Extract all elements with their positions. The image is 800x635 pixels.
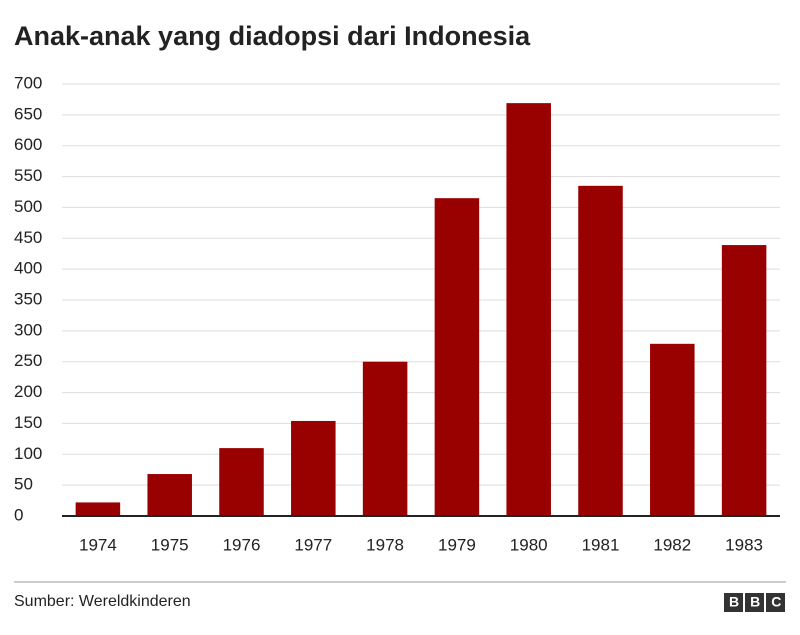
y-tick-label: 0 bbox=[14, 505, 23, 524]
y-tick-label: 650 bbox=[14, 104, 42, 123]
logo-box bbox=[724, 593, 743, 612]
y-tick-label: 50 bbox=[14, 475, 33, 494]
y-tick-label: 350 bbox=[14, 289, 42, 308]
x-tick-label: 1976 bbox=[223, 535, 261, 554]
y-tick-label: 150 bbox=[14, 413, 42, 432]
logo: BBC bbox=[724, 593, 792, 612]
x-tick-label: 1981 bbox=[582, 535, 620, 554]
y-tick-label: 400 bbox=[14, 259, 42, 278]
y-tick-label: 250 bbox=[14, 351, 42, 370]
bar bbox=[721, 245, 767, 516]
bar bbox=[578, 185, 623, 517]
x-tick-label: 1983 bbox=[725, 535, 763, 554]
x-tick-label: 1978 bbox=[366, 535, 404, 554]
y-tick-label: 300 bbox=[14, 320, 42, 339]
y-tick-label: 700 bbox=[14, 73, 42, 92]
bar bbox=[506, 103, 551, 516]
y-tick-label: 200 bbox=[14, 382, 42, 401]
bar bbox=[75, 502, 121, 516]
bar bbox=[650, 343, 695, 516]
y-tick-label: 500 bbox=[14, 197, 42, 216]
bar bbox=[362, 361, 408, 516]
y-tick-label: 600 bbox=[14, 135, 42, 154]
x-tick-label: 1979 bbox=[438, 535, 476, 554]
chart-title: Anak-anak yang diadopsi dari Indonesia bbox=[14, 21, 531, 51]
source: Sumber: Wereldkinderen bbox=[14, 593, 191, 610]
x-tick-label: 1974 bbox=[79, 535, 117, 554]
y-tick-label: 100 bbox=[14, 444, 42, 463]
bar bbox=[434, 198, 480, 516]
bar bbox=[147, 474, 192, 516]
y-tick-label: 450 bbox=[14, 228, 42, 247]
logo-text: BBC bbox=[729, 594, 792, 610]
x-tick-label: 1982 bbox=[653, 535, 691, 554]
logo-box bbox=[766, 593, 785, 612]
logo-box bbox=[745, 593, 764, 612]
y-tick-label: 550 bbox=[14, 166, 42, 185]
x-tick-label: 1975 bbox=[151, 535, 189, 554]
bar bbox=[219, 448, 264, 516]
bar bbox=[291, 420, 336, 516]
x-tick-label: 1977 bbox=[294, 535, 332, 554]
x-tick-label: 1980 bbox=[510, 535, 548, 554]
